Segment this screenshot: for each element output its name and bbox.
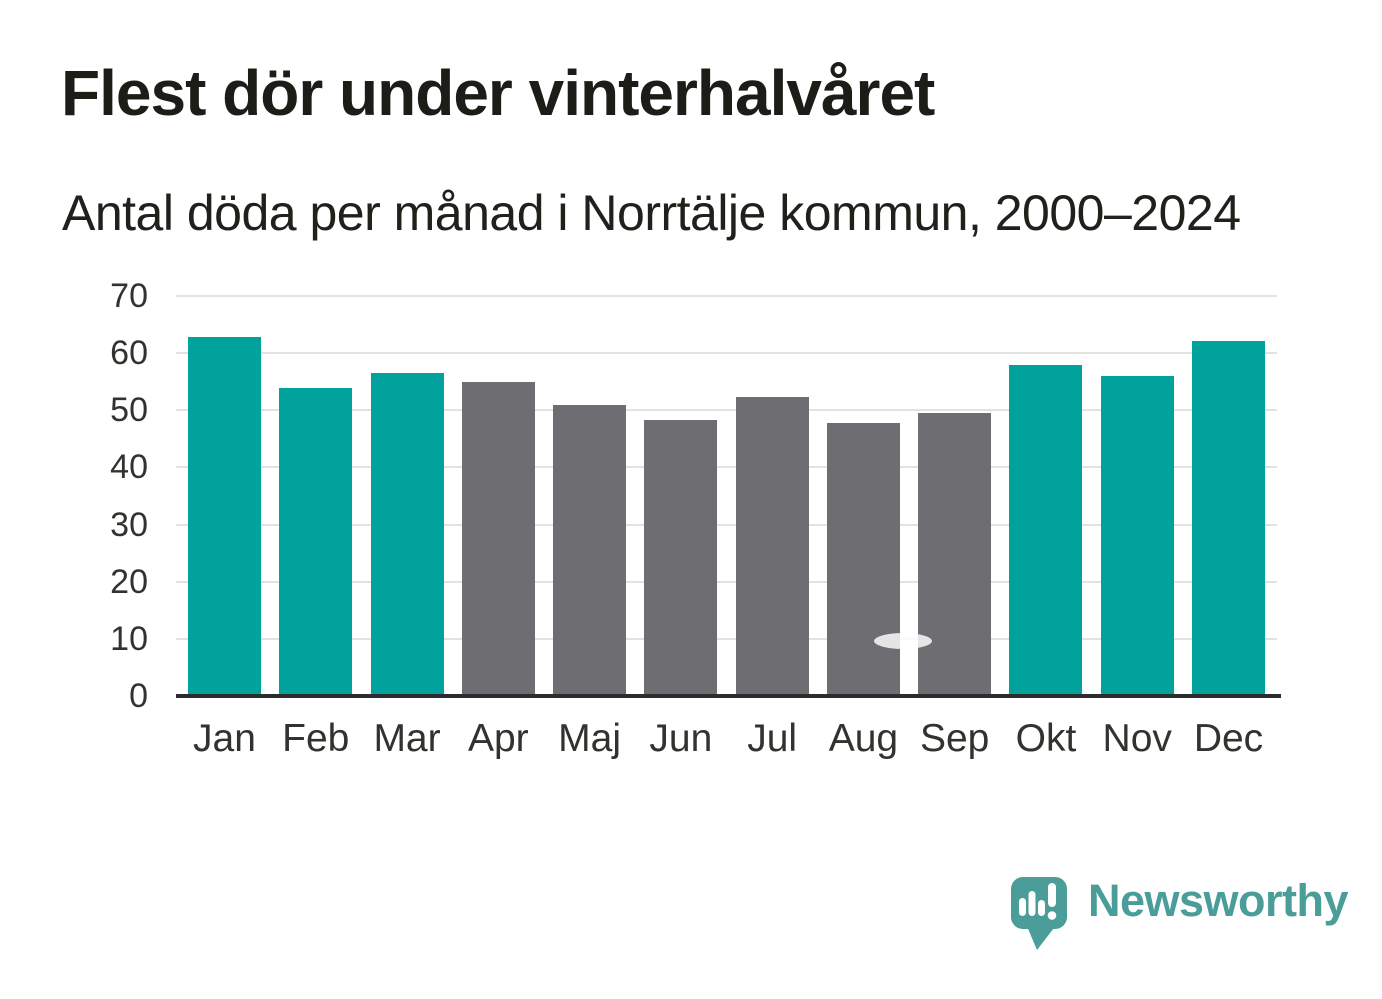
gridline-50	[176, 409, 1277, 412]
x-tick-label-jul: Jul	[747, 717, 798, 760]
gridline-60	[176, 352, 1277, 355]
x-tick-label-apr: Apr	[467, 717, 529, 760]
x-tick-label-sep: Sep	[919, 717, 990, 760]
plot-area	[176, 295, 1281, 698]
y-tick-label-40: 40	[110, 448, 148, 487]
bar-okt	[1009, 364, 1083, 696]
gridline-10	[176, 637, 1277, 640]
x-tick-label-okt: Okt	[1015, 717, 1077, 760]
bar-jun	[644, 420, 718, 696]
bar-nov	[1100, 376, 1174, 696]
bar-maj	[553, 404, 627, 696]
x-tick-label-nov: Nov	[1102, 717, 1172, 760]
y-tick-label-10: 10	[110, 619, 148, 658]
x-tick-label-dec: Dec	[1193, 717, 1264, 760]
gridline-40	[176, 466, 1277, 469]
y-tick-label-70: 70	[110, 277, 148, 315]
gridline-20	[176, 580, 1277, 583]
x-axis-line	[176, 694, 1281, 698]
x-tick-label-aug: Aug	[828, 717, 899, 760]
y-tick-label-30: 30	[110, 505, 148, 544]
y-tick-label-50: 50	[110, 391, 148, 430]
x-tick-label-maj: Maj	[558, 717, 621, 760]
chart-title: Flest dör under vinterhalvåret	[61, 57, 935, 129]
gridline-highlight-artifact	[874, 633, 932, 649]
bar-mar	[370, 372, 444, 696]
bar-dec	[1192, 341, 1265, 696]
x-tick-label-mar: Mar	[373, 717, 441, 760]
y-tick-label-60: 60	[110, 334, 148, 373]
bar-feb	[279, 388, 353, 696]
x-tick-label-jan: Jan	[193, 717, 256, 760]
bar-aug	[826, 422, 900, 696]
bar-apr	[461, 382, 535, 696]
gridline-30	[176, 523, 1277, 526]
chart-subtitle: Antal döda per månad i Norrtälje kommun,…	[62, 185, 1241, 241]
newsworthy-logo-text: Newsworthy	[1088, 875, 1349, 926]
newsworthy-logo: Newsworthy	[1010, 874, 1349, 952]
x-tick-label-jun: Jun	[649, 717, 713, 760]
bar-sep	[918, 412, 992, 696]
y-tick-label-20: 20	[110, 562, 148, 601]
bar-jan	[188, 337, 261, 696]
y-axis-labels: 0 10 20 30 40 50 60 70	[48, 279, 148, 713]
newsworthy-logo-icon	[1011, 877, 1067, 950]
x-tick-label-feb: Feb	[282, 717, 350, 760]
x-axis-labels: Jan Feb Mar Apr Maj Jun Jul Aug Sep Okt Nov Dec	[176, 717, 1277, 778]
bar-jul	[735, 397, 809, 696]
gridline-70	[176, 295, 1277, 297]
y-tick-label-0: 0	[129, 677, 148, 715]
